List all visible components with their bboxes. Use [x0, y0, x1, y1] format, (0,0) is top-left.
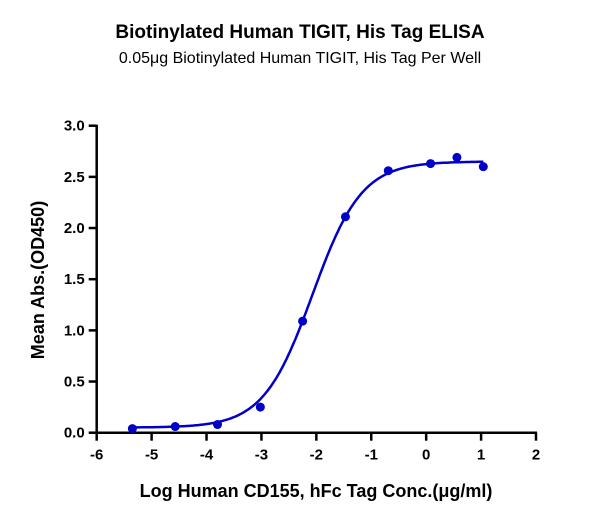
chart-title: Biotinylated Human TIGIT, His Tag ELISA [115, 22, 485, 43]
y-tick-label: 3.0 [64, 118, 85, 135]
x-tick-label: -1 [365, 447, 378, 464]
x-tick-label: -4 [200, 447, 214, 464]
y-tick-label: 2.0 [64, 220, 85, 237]
chart-subtitle: 0.05μg Biotinylated Human TIGIT, His Tag… [118, 50, 482, 67]
y-tick-label: 2.5 [64, 169, 85, 186]
x-tick-label: 0 [422, 447, 430, 464]
x-tick-label: -3 [255, 447, 268, 464]
y-tick-label: 0.0 [64, 425, 85, 442]
y-tick-label: 1.5 [64, 271, 85, 288]
data-point [213, 420, 223, 430]
data-point [340, 212, 350, 222]
x-tick-label: -5 [145, 447, 158, 464]
data-point [426, 159, 436, 169]
y-tick-label: 0.5 [64, 374, 85, 391]
x-tick-label: -6 [90, 447, 103, 464]
x-axis-label: Log Human CD155, hFc Tag Conc.(μg/ml) [140, 481, 493, 501]
x-tick-label: -2 [310, 447, 323, 464]
data-point [478, 162, 488, 172]
data-point [170, 422, 180, 432]
data-point [452, 152, 462, 162]
y-axis-label: Mean Abs.(OD450) [28, 201, 48, 359]
data-point [255, 402, 265, 412]
y-tick-label: 1.0 [64, 322, 85, 339]
data-point [298, 316, 308, 326]
fit-curve [132, 160, 484, 429]
x-tick-label: 1 [477, 447, 485, 464]
data-point [383, 166, 393, 176]
x-tick-label: 2 [532, 447, 540, 464]
data-point [127, 424, 137, 434]
